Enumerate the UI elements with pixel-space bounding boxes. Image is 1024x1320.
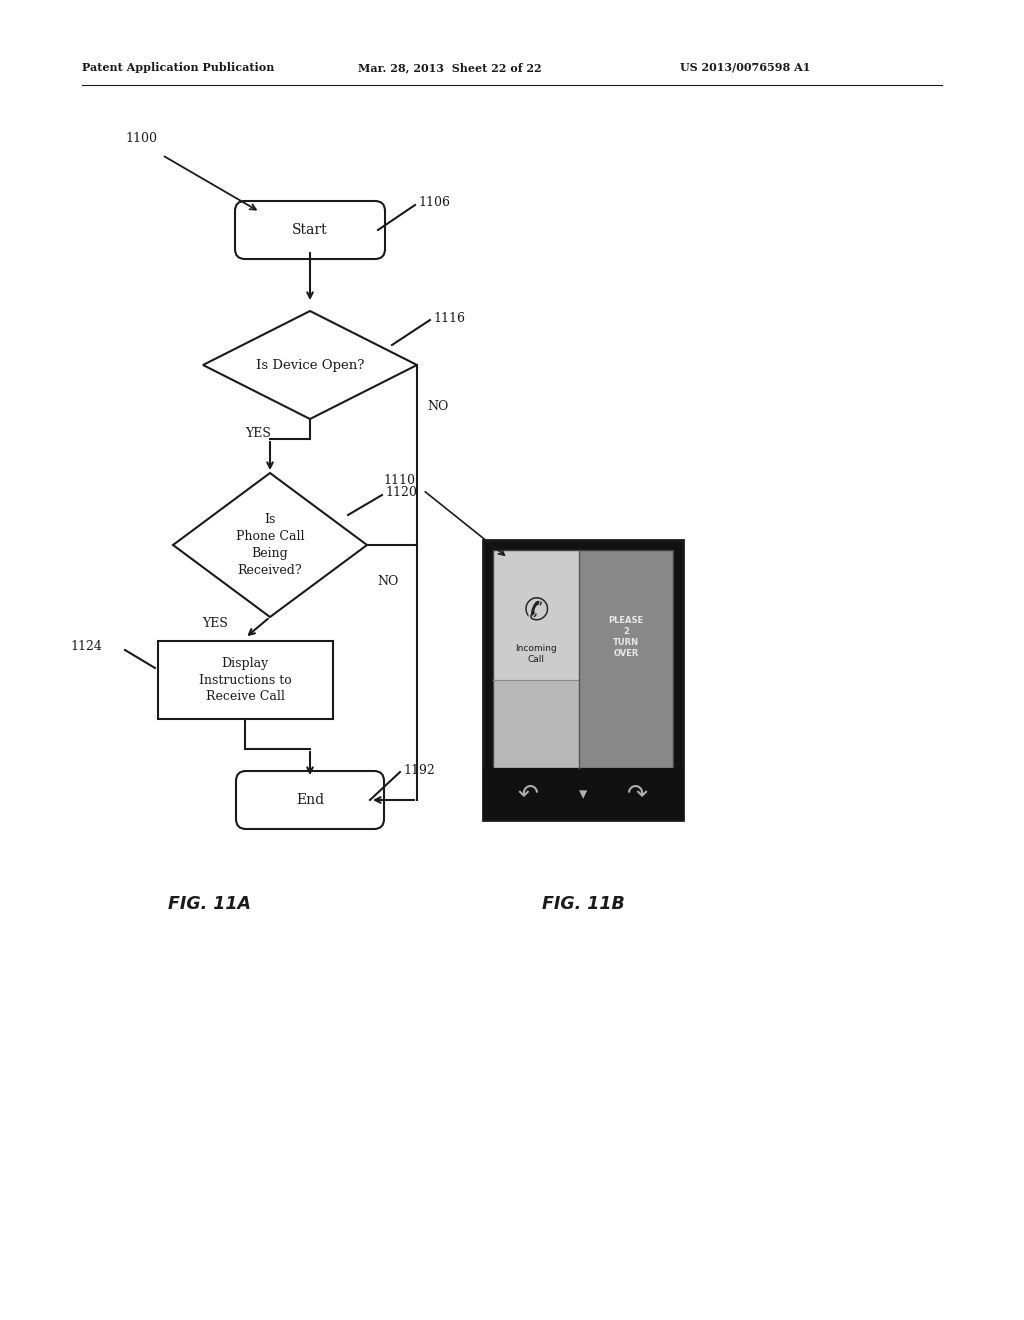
FancyBboxPatch shape: [493, 680, 579, 768]
Text: PLEASE
2
TURN
OVER: PLEASE 2 TURN OVER: [608, 616, 643, 657]
FancyBboxPatch shape: [234, 201, 385, 259]
Text: 1106: 1106: [418, 195, 450, 209]
Text: YES: YES: [202, 616, 228, 630]
FancyBboxPatch shape: [158, 642, 333, 719]
FancyBboxPatch shape: [236, 771, 384, 829]
FancyBboxPatch shape: [579, 550, 673, 768]
Text: NO: NO: [377, 576, 398, 587]
Text: US 2013/0076598 A1: US 2013/0076598 A1: [680, 62, 810, 73]
Text: 1124: 1124: [70, 640, 101, 653]
Text: 1116: 1116: [433, 312, 465, 325]
FancyBboxPatch shape: [493, 550, 579, 768]
Text: ▾: ▾: [579, 785, 587, 803]
Text: 1100: 1100: [125, 132, 157, 144]
Text: Is Device Open?: Is Device Open?: [256, 359, 365, 371]
Text: 1192: 1192: [403, 763, 435, 776]
Text: FIG. 11B: FIG. 11B: [542, 895, 625, 913]
Text: 1110: 1110: [383, 474, 415, 487]
Text: End: End: [296, 793, 324, 807]
Text: FIG. 11A: FIG. 11A: [169, 895, 252, 913]
Polygon shape: [173, 473, 367, 616]
Text: Start: Start: [292, 223, 328, 238]
FancyBboxPatch shape: [483, 768, 683, 820]
Text: Mar. 28, 2013  Sheet 22 of 22: Mar. 28, 2013 Sheet 22 of 22: [358, 62, 542, 73]
Text: ↷: ↷: [628, 781, 648, 807]
Text: Incoming
Call: Incoming Call: [515, 644, 557, 664]
Text: Display
Instructions to
Receive Call: Display Instructions to Receive Call: [199, 657, 292, 704]
Text: ↶: ↶: [517, 781, 539, 807]
Text: Patent Application Publication: Patent Application Publication: [82, 62, 274, 73]
Text: Is
Phone Call
Being
Received?: Is Phone Call Being Received?: [236, 513, 304, 577]
Text: YES: YES: [245, 426, 271, 440]
FancyBboxPatch shape: [483, 540, 683, 820]
Text: 1120: 1120: [385, 487, 417, 499]
Text: ✆: ✆: [523, 597, 549, 626]
Polygon shape: [203, 312, 417, 418]
Text: NO: NO: [427, 400, 449, 413]
